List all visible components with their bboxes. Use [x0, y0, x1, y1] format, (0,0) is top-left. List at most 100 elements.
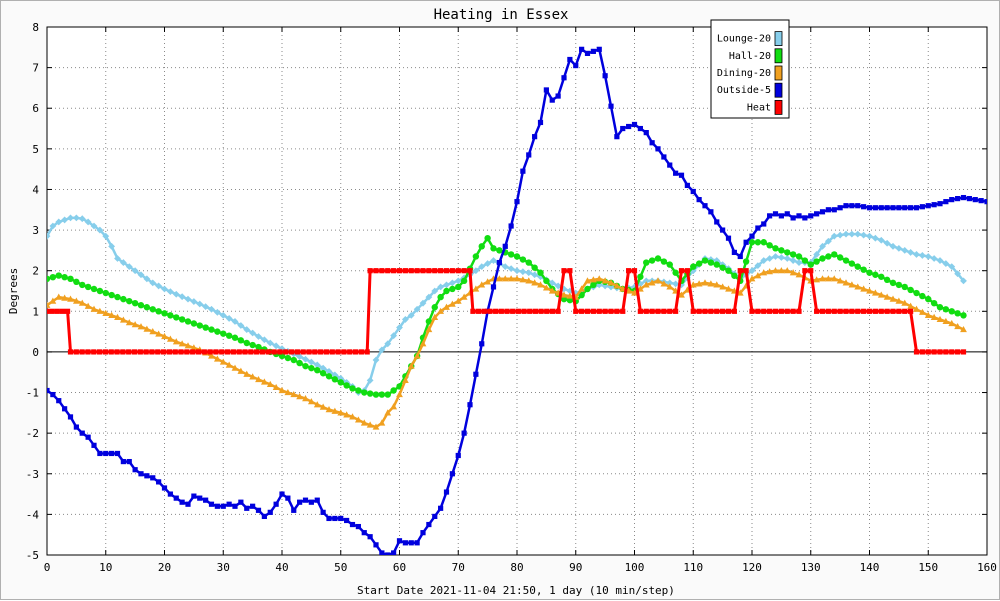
data-point-outside-5 [226, 501, 232, 507]
data-point-dining-20 [877, 291, 885, 298]
data-point-outside-5 [919, 204, 925, 210]
data-point-outside-5 [97, 450, 103, 457]
data-point-hall-20 [484, 235, 491, 242]
data-point-outside-5 [426, 521, 432, 528]
data-point-outside-5 [508, 223, 514, 229]
data-point-heat [166, 349, 172, 355]
data-point-outside-5 [50, 391, 56, 398]
data-point-hall-20 [214, 328, 221, 335]
data-point-outside-5 [925, 203, 931, 209]
data-point-dining-20 [936, 315, 944, 323]
data-point-dining-20 [542, 284, 550, 291]
data-point-heat [476, 308, 482, 314]
data-point-heat [515, 308, 521, 314]
data-point-dining-20 [578, 285, 586, 292]
data-point-lounge-20 [490, 257, 497, 264]
data-point-dining-20 [401, 376, 409, 383]
data-point-outside-5 [114, 450, 121, 457]
data-point-outside-5 [179, 499, 185, 505]
data-point-dining-20 [266, 380, 274, 388]
data-point-hall-20 [237, 337, 245, 344]
data-point-lounge-20 [924, 253, 932, 260]
data-point-heat [455, 268, 461, 274]
data-point-hall-20 [907, 286, 914, 294]
data-point-lounge-20 [155, 282, 163, 290]
data-point-dining-20 [754, 272, 762, 279]
data-point-dining-20 [431, 313, 439, 320]
data-point-lounge-20 [225, 315, 233, 322]
data-point-heat [102, 349, 109, 355]
data-point-outside-5 [890, 205, 896, 211]
data-point-dining-20 [219, 358, 227, 365]
data-point-hall-20 [314, 367, 321, 374]
data-point-outside-5 [449, 471, 455, 477]
data-point-outside-5 [725, 235, 732, 241]
data-point-dining-20 [513, 275, 521, 282]
data-point-hall-20 [637, 273, 644, 280]
data-point-heat [561, 268, 567, 274]
data-point-outside-5 [825, 207, 831, 213]
data-point-heat [184, 349, 190, 355]
data-point-hall-20 [772, 245, 779, 252]
data-point-outside-5 [150, 475, 156, 481]
data-point-hall-20 [249, 341, 256, 349]
x-tick-label: 20 [158, 561, 171, 574]
x-tick-label: 70 [452, 561, 465, 574]
data-point-lounge-20 [448, 279, 456, 287]
data-point-hall-20 [883, 276, 891, 284]
data-point-lounge-20 [478, 263, 486, 271]
data-point-outside-5 [767, 213, 773, 219]
data-point-hall-20 [84, 283, 92, 291]
data-point-heat [667, 308, 673, 314]
data-point-lounge-20 [237, 322, 245, 329]
data-point-heat [470, 308, 476, 314]
data-point-hall-20 [872, 271, 879, 278]
data-point-dining-20 [584, 277, 591, 284]
data-point-heat [254, 349, 260, 355]
data-point-heat [131, 349, 138, 355]
data-point-dining-20 [613, 282, 621, 289]
data-point-dining-20 [766, 268, 774, 275]
data-point-dining-20 [666, 283, 674, 290]
data-point-heat [814, 308, 820, 314]
series-outside-5 [47, 46, 987, 555]
data-point-heat [259, 349, 266, 355]
data-point-hall-20 [190, 320, 198, 327]
data-point-heat [608, 308, 614, 314]
x-tick-label: 50 [334, 561, 347, 574]
data-point-lounge-20 [918, 252, 926, 259]
data-point-outside-5 [913, 205, 920, 211]
data-point-lounge-20 [72, 214, 80, 222]
data-point-lounge-20 [901, 246, 909, 254]
data-point-heat [708, 308, 714, 314]
data-point-outside-5 [567, 56, 573, 63]
data-point-lounge-20 [319, 364, 327, 372]
data-point-heat [690, 308, 696, 314]
data-point-dining-20 [325, 405, 333, 413]
data-point-hall-20 [61, 273, 68, 281]
data-point-heat [414, 268, 420, 274]
data-point-heat [367, 268, 373, 274]
data-point-heat [527, 308, 533, 314]
data-point-outside-5 [467, 402, 473, 408]
data-point-lounge-20 [47, 232, 51, 240]
data-point-outside-5 [620, 125, 626, 132]
data-point-lounge-20 [913, 251, 920, 258]
data-point-hall-20 [79, 281, 86, 289]
data-point-dining-20 [660, 280, 668, 287]
data-point-lounge-20 [249, 329, 257, 337]
data-point-outside-5 [814, 211, 820, 217]
data-point-dining-20 [777, 267, 785, 274]
data-point-lounge-20 [777, 254, 785, 261]
data-point-outside-5 [590, 48, 596, 54]
legend-label: Hall-20 [729, 51, 771, 62]
data-point-dining-20 [689, 281, 697, 288]
data-point-outside-5 [643, 130, 649, 136]
data-point-hall-20 [490, 245, 497, 252]
x-tick-label: 130 [801, 561, 821, 574]
data-point-dining-20 [190, 344, 198, 351]
y-tick-label: 4 [32, 183, 39, 196]
data-point-heat [277, 349, 283, 355]
data-point-dining-20 [695, 280, 703, 287]
data-point-outside-5 [960, 194, 967, 201]
